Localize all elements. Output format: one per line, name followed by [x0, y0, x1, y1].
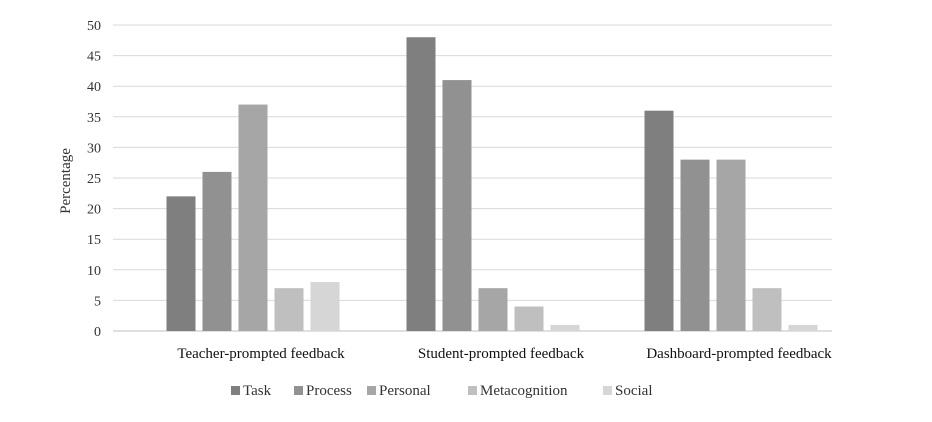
bar-metacognition-2	[514, 306, 544, 331]
bar-task-1	[166, 196, 196, 331]
legend-swatch	[603, 386, 612, 395]
bar-process-3	[680, 159, 710, 331]
y-axis-title: Percentage	[58, 148, 74, 214]
bar-metacognition-1	[274, 288, 304, 331]
x-category-label: Student-prompted feedback	[418, 346, 585, 362]
bar-task-3	[644, 110, 674, 332]
legend-label: Task	[243, 383, 272, 399]
category-labels: Teacher-prompted feedback Student-prompte…	[177, 346, 832, 362]
bar-personal-1	[238, 104, 268, 331]
bars	[166, 37, 818, 332]
y-tick-label: 30	[87, 141, 101, 156]
gridlines	[113, 24, 832, 332]
bar-social-2	[550, 324, 580, 331]
y-tick-label: 5	[94, 294, 101, 309]
legend-swatch	[294, 386, 303, 395]
y-tick-label: 10	[87, 264, 101, 279]
y-axis-ticks: 0 5 10 15 20 25 30 35 40 45 50	[87, 19, 101, 340]
legend-label: Social	[615, 383, 653, 399]
y-tick-label: 25	[87, 172, 101, 187]
legend-swatch	[468, 386, 477, 395]
bar-task-2	[406, 37, 436, 332]
legend-label: Process	[306, 383, 352, 399]
x-category-label: Dashboard-prompted feedback	[646, 346, 832, 362]
bar-personal-3	[716, 159, 746, 331]
legend-label: Metacognition	[480, 383, 568, 399]
y-tick-label: 15	[87, 233, 101, 248]
bar-process-2	[442, 80, 472, 331]
bar-metacognition-3	[752, 288, 782, 331]
legend-swatch	[231, 386, 240, 395]
y-tick-label: 50	[87, 19, 101, 34]
bar-personal-2	[478, 288, 508, 331]
y-tick-label: 35	[87, 111, 101, 126]
bar-process-1	[202, 171, 232, 331]
bar-social-1	[310, 282, 340, 331]
x-category-label: Teacher-prompted feedback	[177, 346, 345, 362]
legend-label: Personal	[379, 383, 431, 399]
legend: Task Process Personal Metacognition Social	[231, 383, 653, 399]
y-tick-label: 45	[87, 50, 101, 65]
bar-social-3	[788, 324, 818, 331]
y-tick-label: 0	[94, 325, 101, 340]
y-tick-label: 20	[87, 203, 101, 218]
y-tick-label: 40	[87, 80, 101, 95]
legend-swatch	[367, 386, 376, 395]
